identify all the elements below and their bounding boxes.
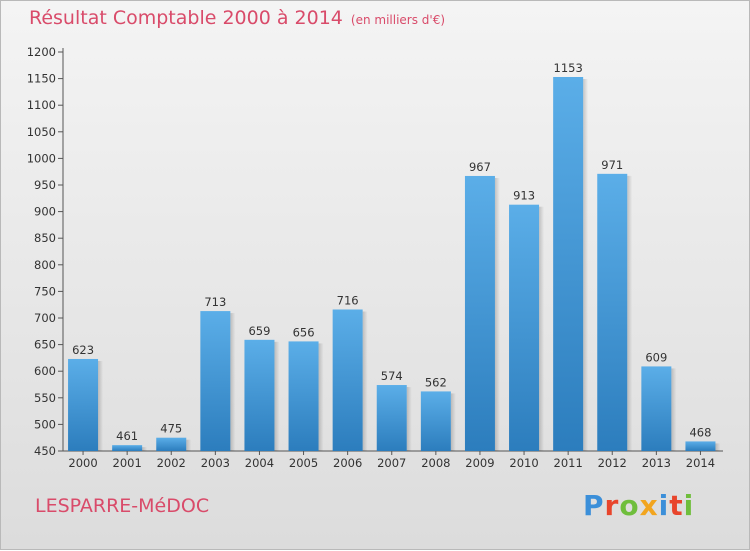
y-tick-label: 700 <box>34 311 56 325</box>
bar-shadow <box>583 79 589 451</box>
x-tick-label: 2008 <box>421 456 450 470</box>
value-labels: 623 461 475 713 659 656 716 574 562 967 913 1153 971… <box>72 61 711 443</box>
bar-shadow <box>450 393 456 451</box>
x-tick-label: 2006 <box>333 456 362 470</box>
bar <box>464 175 495 451</box>
bar <box>68 358 99 451</box>
brand-logo: Proxiti <box>583 489 695 522</box>
bar-shadow <box>186 439 192 451</box>
y-tick-label: 800 <box>34 258 56 272</box>
x-tick-label: 2005 <box>289 456 318 470</box>
bar <box>553 77 584 451</box>
y-tick-label: 500 <box>34 417 56 431</box>
bar <box>641 366 672 451</box>
x-tick-label: 2009 <box>465 456 494 470</box>
bar-shadow <box>98 360 104 451</box>
x-tick-label: 2014 <box>686 456 715 470</box>
y-tick-label: 900 <box>34 205 56 219</box>
bar-value-label: 475 <box>160 422 182 436</box>
y-tick-label: 1050 <box>27 125 56 139</box>
bar <box>332 309 363 451</box>
bar-value-label: 656 <box>293 325 315 339</box>
bar <box>156 437 187 451</box>
bar-shadow <box>539 206 545 451</box>
bar-value-label: 574 <box>381 369 403 383</box>
bar-shadow <box>406 387 412 451</box>
bar-value-label: 913 <box>513 189 535 203</box>
bar-shadow <box>715 443 721 451</box>
bar <box>112 445 143 451</box>
bar-value-label: 562 <box>425 375 447 389</box>
y-tick-label: 650 <box>34 338 56 352</box>
chart-title: Résultat Comptable 2000 à 2014 (en millie… <box>29 7 446 29</box>
y-tick-label: 1100 <box>27 98 56 112</box>
y-tick-label: 950 <box>34 178 56 192</box>
bar <box>376 385 407 451</box>
y-tick-label: 850 <box>34 231 56 245</box>
y-tick-label: 1150 <box>27 72 56 86</box>
bar <box>244 339 275 451</box>
x-tick-label: 2012 <box>598 456 627 470</box>
y-tick-label: 600 <box>34 364 56 378</box>
bar <box>509 204 540 451</box>
x-tick-label: 2013 <box>642 456 671 470</box>
bar-value-label: 713 <box>204 295 226 309</box>
bar-shadow <box>494 177 500 451</box>
bars <box>68 77 721 451</box>
bar-value-label: 623 <box>72 343 94 357</box>
x-tick-label: 2007 <box>377 456 406 470</box>
chart-subtitle: (en milliers d'€) <box>350 13 446 27</box>
x-tick-label: 2000 <box>68 456 97 470</box>
y-tick-label: 750 <box>34 284 56 298</box>
bar-shadow <box>671 368 677 451</box>
bar-value-label: 971 <box>601 158 623 172</box>
bar-shadow <box>318 343 324 451</box>
bar-shadow <box>274 341 280 451</box>
bar-value-label: 967 <box>469 160 491 174</box>
place-name: LESPARRE-MéDOC <box>35 495 210 517</box>
bar-value-label: 1153 <box>554 61 583 75</box>
x-tick-label: 2001 <box>113 456 142 470</box>
bar <box>685 441 716 451</box>
y-tick-label: 450 <box>34 444 56 458</box>
bar <box>597 173 628 451</box>
y-tick-label: 1200 <box>27 45 56 59</box>
bar <box>200 311 231 451</box>
bar-value-label: 659 <box>248 324 270 338</box>
bar-shadow <box>627 175 633 451</box>
x-tick-label: 2010 <box>509 456 538 470</box>
x-tick-label: 2002 <box>157 456 186 470</box>
x-tick-label: 2004 <box>245 456 274 470</box>
bar-value-label: 609 <box>645 350 667 364</box>
bar-value-label: 461 <box>116 429 138 443</box>
bar-value-label: 716 <box>337 293 359 307</box>
bar-shadow <box>362 311 368 451</box>
bar <box>288 341 319 451</box>
bar-shadow <box>142 447 148 451</box>
x-tick-label: 2011 <box>554 456 583 470</box>
bar-value-label: 468 <box>689 425 711 439</box>
bar <box>420 391 451 451</box>
y-tick-label: 550 <box>34 391 56 405</box>
x-tick-label: 2003 <box>201 456 230 470</box>
y-tick-label: 1000 <box>27 151 56 165</box>
bar-shadow <box>230 313 236 451</box>
